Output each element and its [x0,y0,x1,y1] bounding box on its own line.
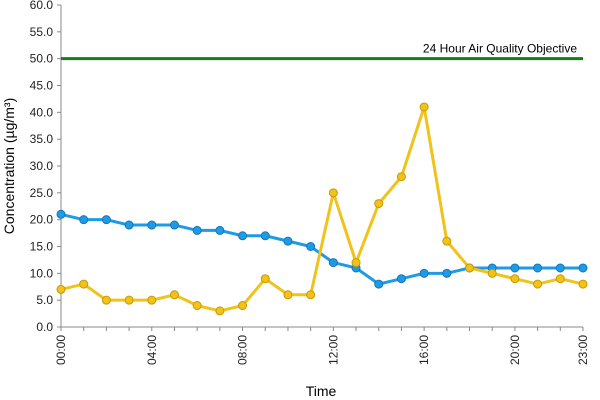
data-point [283,236,293,246]
series-group [56,102,588,316]
y-tick-label: 10.0 [30,266,54,280]
data-point [260,274,270,284]
data-point [328,188,338,198]
x-axis-title: Time [306,383,337,399]
data-point [555,263,565,273]
data-point [396,172,406,182]
y-axis-title: Concentration (µg/m³) [1,98,17,234]
data-point [215,306,225,316]
data-point [169,290,179,300]
data-point [374,279,384,289]
data-point [147,220,157,230]
reference-line-group: 24 Hour Air Quality Objective [61,42,583,61]
x-tick-label: 20:00 [508,335,522,365]
data-point [101,215,111,225]
data-point [396,274,406,284]
data-point [306,242,316,251]
y-tick-label: 40.0 [30,105,54,119]
series-2 [56,102,588,316]
series-line [60,105,584,313]
data-point [442,268,452,278]
y-tick-label: 15.0 [30,240,54,254]
data-point [238,301,248,311]
x-tick-label: 12:00 [326,335,340,365]
x-tick-label: 16:00 [417,335,431,365]
y-tick-label: 20.0 [30,213,54,227]
y-tick-label: 45.0 [30,79,54,93]
data-point [510,263,520,273]
data-point [578,263,588,273]
data-point [578,279,588,289]
x-tick-label: 23:00 [576,335,590,365]
data-point [56,209,66,219]
data-point [533,263,543,273]
y-tick-label: 0.0 [36,320,53,334]
x-tick-label: 08:00 [236,335,250,365]
data-point [283,290,293,300]
data-point [487,268,497,278]
data-point [555,274,565,284]
data-point [374,199,384,209]
data-point [419,102,429,112]
data-point [101,295,111,305]
x-tick-label: 04:00 [145,335,159,365]
x-tick-label: 00:00 [54,335,68,365]
x-axis-ticks: 00:00 04:00 08:00 12:00 16:00 20:00 23:00 [54,327,590,365]
data-point [533,279,543,289]
data-point [510,274,520,284]
data-point [192,225,202,235]
data-point [238,231,248,241]
data-point [79,215,89,225]
data-point [328,258,338,268]
y-tick-label: 25.0 [30,186,54,200]
y-tick-label: 35.0 [30,132,54,146]
data-point [124,220,134,230]
data-point [56,284,66,294]
y-tick-label: 55.0 [30,25,54,39]
data-point [124,295,134,305]
data-point [351,258,361,268]
data-point [215,225,225,235]
data-point [79,279,89,289]
y-tick-label: 30.0 [30,159,54,173]
data-point [306,290,316,300]
y-tick-label: 50.0 [30,52,54,66]
y-axis-ticks: 0.0 5.0 10.0 15.0 20.0 25.0 30.0 35.0 40.0 45.0 50… [30,0,61,334]
data-point [465,263,475,273]
data-point [192,301,202,311]
y-tick-label: 60.0 [30,0,54,12]
data-point [147,295,157,305]
series-1 [56,209,588,289]
objective-reference-label: 24 Hour Air Quality Objective [423,42,577,56]
data-point [442,236,452,246]
y-tick-label: 5.0 [36,293,53,307]
data-point [169,220,179,230]
data-point [260,231,270,241]
data-point [419,268,429,278]
